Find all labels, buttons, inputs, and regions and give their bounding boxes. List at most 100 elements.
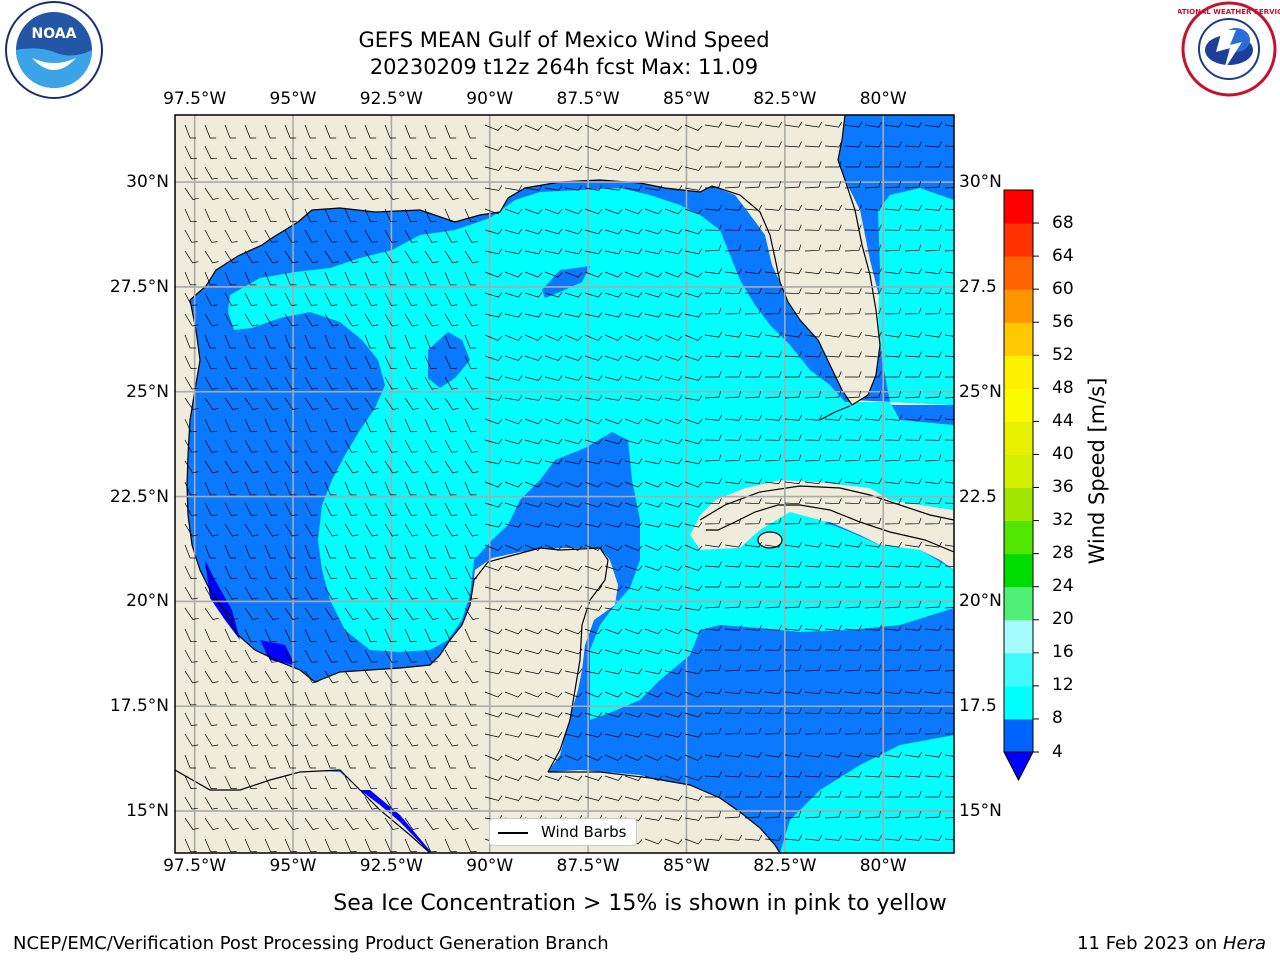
wind-barb	[224, 754, 237, 769]
wind-barb	[844, 664, 862, 672]
wind-barb	[584, 248, 603, 255]
wind-barb	[924, 624, 943, 631]
wind-barb	[684, 815, 703, 821]
wind-barb	[344, 649, 358, 663]
wind-barb	[684, 145, 703, 151]
wind-barb	[224, 208, 237, 223]
wind-barb	[704, 391, 722, 399]
wind-barb	[864, 224, 882, 231]
wind-barb	[464, 187, 479, 200]
wind-barb	[904, 751, 923, 758]
wind-barb	[664, 481, 683, 488]
wind-barb	[704, 331, 723, 338]
wind-barb	[284, 775, 298, 789]
wind-barb	[824, 708, 842, 715]
wind-barb	[244, 145, 258, 159]
wind-barb	[544, 124, 563, 131]
wind-barb	[824, 204, 843, 211]
wind-barb	[884, 517, 902, 525]
wind-barb	[284, 628, 297, 643]
wind-barb	[704, 664, 722, 672]
wind-barb	[324, 670, 339, 684]
wind-barb	[844, 391, 862, 399]
wind-barb	[264, 397, 279, 410]
wind-barb	[284, 124, 297, 139]
wind-barb	[424, 145, 438, 159]
wind-barb	[204, 376, 218, 390]
wind-barb	[884, 307, 902, 315]
wind-barb	[204, 397, 219, 410]
wind-barb	[364, 250, 379, 264]
wind-barb	[924, 244, 942, 252]
wind-barb	[364, 628, 377, 643]
wind-barb	[684, 228, 703, 235]
wind-barb	[464, 208, 477, 223]
wind-barb	[584, 795, 603, 801]
wind-barb	[865, 791, 882, 798]
wind-barb	[664, 312, 683, 318]
lon-tick-label-bottom: 97.5°W	[163, 856, 227, 876]
wind-barb	[724, 454, 742, 462]
wind-barb	[304, 376, 318, 390]
wind-barb	[744, 121, 763, 128]
wind-barb	[804, 688, 823, 695]
wind-barb	[944, 733, 954, 735]
wind-barb	[564, 648, 583, 655]
wind-barb	[744, 454, 762, 462]
wind-barb	[304, 397, 319, 410]
wind-barb	[784, 454, 802, 462]
wind-barbs-layer	[184, 121, 954, 853]
wind-barb	[824, 561, 842, 568]
wind-barb	[384, 313, 399, 327]
wind-barb	[444, 376, 458, 390]
wind-barb	[304, 565, 318, 579]
wind-barb	[924, 498, 942, 505]
wind-barb	[404, 166, 418, 180]
wind-barb	[944, 838, 954, 841]
wind-barb	[564, 544, 583, 551]
wind-barb	[844, 811, 862, 819]
wind-barb	[324, 607, 339, 620]
wind-barb	[404, 376, 418, 390]
wind-barb	[244, 670, 259, 684]
wind-barb	[704, 541, 723, 548]
wind-barb	[364, 334, 377, 349]
wind-barb	[364, 376, 378, 390]
wind-barb	[724, 288, 742, 295]
wind-barb	[324, 460, 339, 474]
wind-barb	[584, 395, 603, 401]
wind-barb	[444, 271, 457, 286]
wind-barb	[304, 628, 317, 643]
wind-barb	[364, 481, 377, 496]
wind-barb	[244, 355, 258, 369]
wind-barb	[944, 250, 954, 252]
wind-barb	[544, 668, 563, 675]
wind-barb	[804, 541, 823, 548]
noaa-logo-text: NOAA	[32, 26, 77, 42]
wind-barb	[524, 271, 543, 278]
wind-barb	[644, 208, 663, 215]
wind-barb	[244, 586, 258, 600]
machine-name: Hera	[1222, 933, 1266, 954]
wind-barb	[444, 355, 458, 369]
wind-barb	[464, 649, 478, 663]
wind-barb	[224, 187, 239, 200]
wind-barb	[264, 313, 279, 327]
wind-barb	[184, 586, 198, 600]
wind-barb	[244, 691, 257, 706]
wind-barb	[264, 796, 278, 810]
wind-barb	[384, 460, 399, 474]
lat-tick-label-left: 30°N	[126, 172, 169, 193]
wind-barb	[224, 481, 237, 496]
wind-barb	[384, 691, 397, 706]
wind-barb	[725, 161, 742, 168]
wind-barb	[644, 502, 663, 508]
wind-barb	[804, 664, 822, 672]
wind-barb	[404, 607, 419, 620]
wind-barb	[204, 523, 219, 537]
wind-barb	[744, 517, 762, 525]
wind-barb	[564, 481, 583, 488]
wind-barb	[744, 331, 763, 338]
wind-barb	[664, 522, 683, 528]
wind-barb	[244, 628, 257, 643]
